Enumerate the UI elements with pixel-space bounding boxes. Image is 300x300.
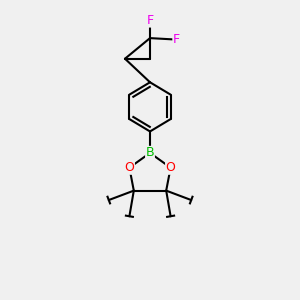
Text: B: B — [146, 146, 154, 159]
Text: O: O — [166, 161, 176, 174]
Text: F: F — [173, 33, 180, 46]
Text: O: O — [124, 161, 134, 174]
Text: F: F — [146, 14, 154, 27]
